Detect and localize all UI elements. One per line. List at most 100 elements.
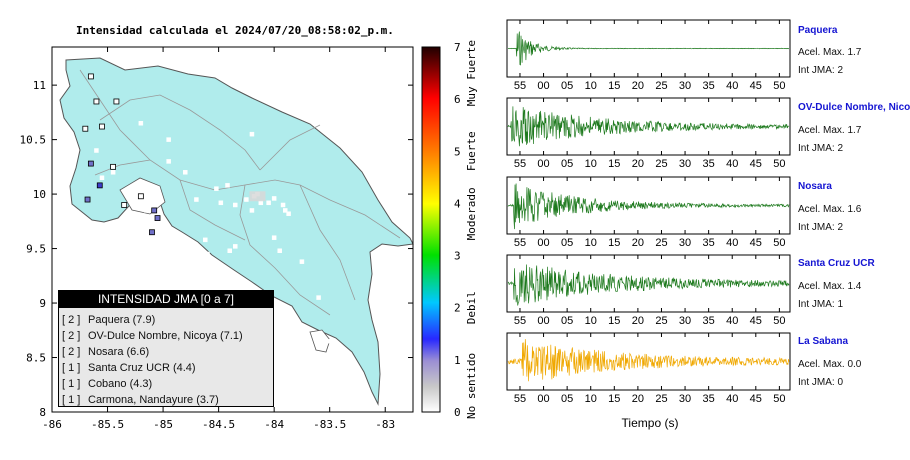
x-tick-label: 40	[726, 315, 738, 327]
station-marker	[138, 121, 144, 126]
x-tick-label: 15	[608, 315, 620, 327]
x-tick-label: 05	[561, 393, 573, 405]
station-jma: Int JMA: 2	[798, 222, 844, 233]
legend-item: [ 1 ] Cobano (4.3)	[59, 376, 273, 392]
station-marker	[194, 197, 199, 202]
x-tick-label: 35	[703, 393, 715, 405]
chart-title: Intensidad calculada el 2024/07/20_08:58…	[76, 24, 394, 37]
legend-level: [ 2 ]	[62, 314, 81, 326]
waveform-panels: 55 00 05 10 15 20 25 30 35 40 45 50 55 00 05 10 15 20 25 30…	[506, 19, 791, 405]
station-name: Nosara	[798, 181, 832, 192]
intensity-legend: INTENSIDAD JMA [0 a 7] [ 2 ] Paquera (7.9…	[58, 290, 274, 407]
station-accel: Acel. Max. 1.7	[798, 125, 862, 136]
station-marker	[151, 207, 158, 214]
station-marker	[218, 200, 224, 206]
station-marker	[144, 208, 149, 213]
legend-level: [ 1 ]	[62, 394, 81, 406]
legend-label: Cobano (4.3)	[88, 378, 153, 390]
x-tick-label: 55	[514, 158, 526, 170]
x-tick-label: 15	[608, 158, 620, 170]
legend-level: [ 2 ]	[62, 330, 81, 342]
x-tick-label: 45	[750, 237, 762, 249]
waveform-trace	[507, 183, 790, 230]
waveform-panel: 55 00 05 10 15 20 25 30 35 40 45 50	[506, 97, 791, 170]
station-marker	[286, 211, 291, 216]
station-marker	[137, 193, 144, 200]
road-line	[179, 179, 246, 241]
legend-label: Santa Cruz UCR (4.4)	[88, 362, 196, 374]
waveform-trace	[507, 339, 790, 382]
station-marker	[249, 208, 255, 213]
station-marker	[277, 248, 282, 253]
colorbar-tick-label: 4	[454, 197, 461, 210]
x-tick-label: 20	[632, 393, 644, 405]
road-line	[244, 179, 401, 239]
colorbar-tick-label: 7	[454, 41, 461, 54]
x-tick-label: 50	[773, 315, 785, 327]
waveform-panel: 55 00 05 10 15 20 25 30 35 40 45 50	[506, 254, 791, 327]
waveform-panel: 55 00 05 10 15 20 25 30 35 40 45 50	[506, 332, 791, 405]
y-tick-label: 11	[33, 79, 46, 92]
x-tick-label: 30	[679, 315, 691, 327]
station-marker	[203, 237, 208, 243]
station-marker	[93, 98, 100, 105]
station-marker	[316, 295, 321, 300]
x-tick-label: 25	[655, 80, 667, 92]
x-tick-label: 00	[537, 315, 549, 327]
colorbar-tick-label: 5	[454, 145, 461, 158]
x-tick-label: 20	[632, 158, 644, 170]
waveform-trace	[507, 264, 790, 306]
legend-level: [ 1 ]	[62, 362, 81, 374]
legend-label: Carmona, Nandayure (3.7)	[88, 394, 219, 406]
station-marker	[283, 208, 288, 213]
x-tick-label: 25	[655, 393, 667, 405]
x-tick-label: 30	[679, 237, 691, 249]
colorbar-tick-label: 2	[454, 302, 461, 315]
legend-label: OV-Dulce Nombre, Nicoya (7.1)	[88, 330, 243, 342]
station-marker	[87, 160, 94, 167]
x-tick-label: 10	[585, 237, 597, 249]
station-name: OV-Dulce Nombre, Nicoya	[798, 102, 910, 113]
legend-label: Nosara (6.6)	[88, 346, 150, 358]
waveform-panel: 55 00 05 10 15 20 25 30 35 40 45 50	[506, 176, 791, 249]
road-line	[239, 184, 331, 316]
y-tick-label: 8.5	[26, 352, 46, 365]
colorbar-category-label: Debil	[465, 291, 478, 324]
x-tick-label: 45	[750, 158, 762, 170]
x-tick-label: 20	[632, 237, 644, 249]
x-tick-label: 50	[773, 80, 785, 92]
map-frame	[51, 46, 414, 413]
station-name: La Sabana	[798, 336, 849, 347]
station-marker	[94, 148, 99, 153]
legend-item: [ 2 ] OV-Dulce Nombre, Nicoya (7.1)	[59, 328, 273, 344]
x-tick-label: 25	[655, 315, 667, 327]
station-marker	[121, 202, 128, 208]
colorbar-tick-label: 1	[454, 354, 461, 367]
central-valley-cluster	[249, 191, 266, 202]
station-name: Paquera	[798, 25, 838, 36]
station-marker	[154, 215, 161, 221]
waveform-trace	[508, 31, 790, 66]
x-tick-label: 35	[703, 315, 715, 327]
colorbar-tick-label: 6	[454, 93, 461, 106]
x-tick-label: 50	[773, 158, 785, 170]
legend-level: [ 1 ]	[62, 378, 81, 390]
costa-rica-landmass	[59, 57, 414, 406]
y-tick-label: 8	[39, 406, 46, 419]
station-name: Santa Cruz UCR	[798, 258, 875, 269]
waveform-trace	[507, 106, 790, 147]
x-tick-label: 35	[703, 80, 715, 92]
x-tick-label: 30	[679, 393, 691, 405]
station-marker	[233, 244, 238, 249]
station-jma: Int JMA: 1	[798, 299, 844, 310]
x-tick-label: -85.5	[91, 418, 124, 431]
station-marker	[233, 202, 238, 208]
x-tick-label: 55	[514, 80, 526, 92]
station-accel: Acel. Max. 1.7	[798, 47, 862, 58]
x-tick-label: 30	[679, 80, 691, 92]
station-jma: Int JMA: 2	[798, 143, 844, 154]
waveform-panel: 55 00 05 10 15 20 25 30 35 40 45 50	[506, 19, 791, 92]
station-accel: Acel. Max. 0.0	[798, 359, 862, 370]
station-marker	[96, 182, 103, 189]
x-tick-label: 40	[726, 237, 738, 249]
